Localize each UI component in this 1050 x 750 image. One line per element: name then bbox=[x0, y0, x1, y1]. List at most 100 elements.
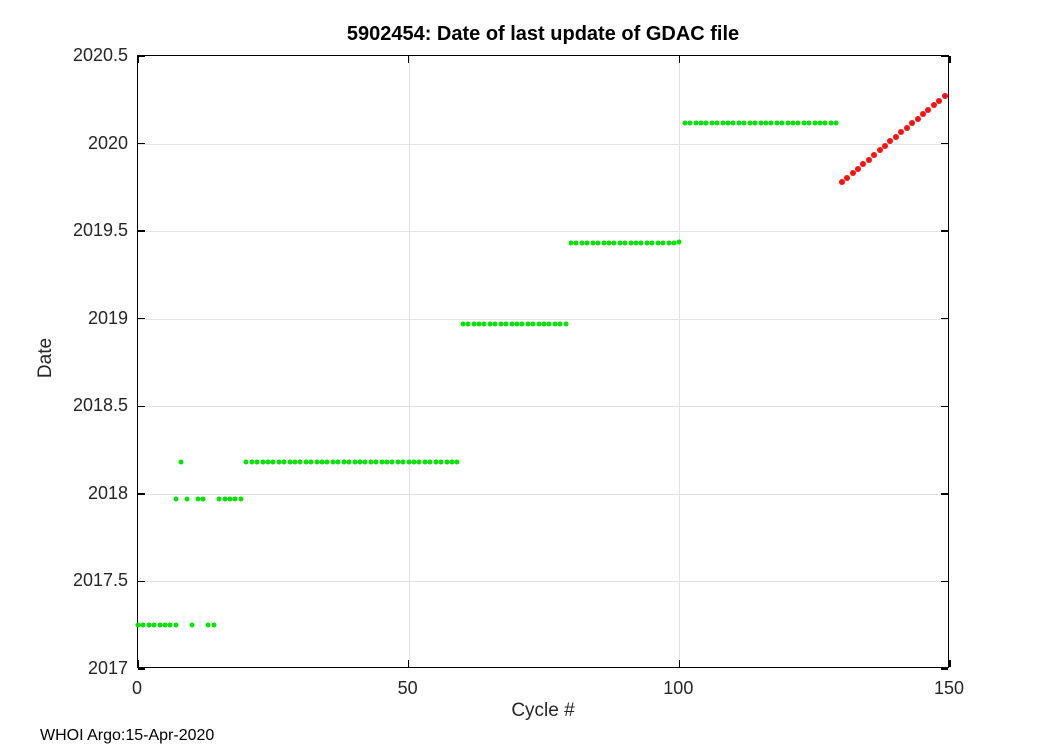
data-point bbox=[395, 459, 401, 465]
data-point bbox=[362, 459, 368, 465]
data-point bbox=[854, 165, 861, 172]
data-point bbox=[638, 240, 644, 246]
data-point bbox=[725, 120, 731, 126]
data-point bbox=[730, 120, 736, 126]
data-point bbox=[373, 459, 379, 465]
data-point bbox=[671, 240, 677, 246]
data-point bbox=[925, 106, 932, 113]
data-point bbox=[779, 120, 785, 126]
data-point bbox=[655, 240, 661, 246]
data-point bbox=[406, 459, 412, 465]
data-point bbox=[606, 240, 612, 246]
x-tick-label: 50 bbox=[397, 678, 418, 698]
y-axis-tick bbox=[138, 142, 145, 145]
data-point bbox=[292, 459, 298, 465]
y-gridline bbox=[138, 231, 948, 233]
data-point bbox=[330, 459, 336, 465]
y-axis-label: Date bbox=[35, 337, 56, 379]
data-point bbox=[822, 120, 828, 126]
y-tick-label: 2019.5 bbox=[72, 220, 128, 241]
y-axis-tick bbox=[138, 405, 145, 408]
data-point bbox=[882, 142, 889, 149]
data-point bbox=[319, 459, 325, 465]
data-point bbox=[806, 120, 812, 126]
data-point bbox=[276, 459, 282, 465]
data-point bbox=[768, 120, 774, 126]
data-point bbox=[914, 115, 921, 122]
data-point bbox=[849, 170, 856, 177]
data-point bbox=[211, 622, 217, 628]
data-point bbox=[676, 239, 682, 245]
data-point bbox=[590, 240, 596, 246]
y-tick-label: 2020 bbox=[87, 132, 128, 153]
data-point bbox=[238, 496, 244, 502]
data-point bbox=[173, 496, 179, 502]
y-axis-tick bbox=[941, 317, 948, 320]
y-axis-tick bbox=[138, 230, 145, 232]
data-point bbox=[763, 120, 769, 126]
x-gridline bbox=[679, 56, 681, 667]
data-point bbox=[389, 459, 395, 465]
y-gridline bbox=[138, 406, 948, 408]
data-point bbox=[243, 459, 249, 465]
data-point bbox=[281, 459, 287, 465]
x-axis-tick bbox=[949, 660, 951, 667]
data-point bbox=[460, 321, 466, 327]
data-point bbox=[795, 120, 801, 126]
data-point bbox=[649, 240, 655, 246]
y-axis-tick bbox=[138, 668, 145, 670]
data-point bbox=[200, 496, 206, 502]
data-point bbox=[260, 459, 265, 465]
data-point bbox=[573, 240, 579, 246]
data-point bbox=[909, 120, 916, 127]
data-point bbox=[341, 459, 347, 465]
data-point bbox=[752, 120, 758, 126]
x-tick-label: 100 bbox=[663, 678, 694, 698]
y-gridline bbox=[138, 581, 948, 583]
data-point bbox=[416, 459, 422, 465]
data-point bbox=[216, 496, 222, 502]
data-point bbox=[552, 321, 558, 327]
y-axis-tick bbox=[941, 405, 948, 408]
data-point bbox=[687, 120, 693, 126]
y-axis-tick bbox=[138, 55, 145, 57]
data-point bbox=[666, 240, 671, 246]
x-axis-tick bbox=[678, 660, 681, 667]
plot-area bbox=[135, 55, 951, 670]
data-point bbox=[838, 179, 845, 186]
data-point bbox=[303, 459, 309, 465]
data-point bbox=[265, 459, 271, 465]
data-point bbox=[563, 321, 569, 327]
y-gridline bbox=[138, 143, 948, 145]
data-point bbox=[941, 93, 948, 100]
y-gridline bbox=[138, 493, 948, 495]
data-point bbox=[195, 496, 201, 502]
data-point bbox=[617, 240, 623, 246]
y-axis-tick bbox=[138, 317, 145, 320]
data-point bbox=[628, 240, 634, 246]
data-point bbox=[471, 321, 477, 327]
data-point bbox=[584, 240, 590, 246]
data-point bbox=[249, 459, 255, 465]
data-point bbox=[227, 496, 233, 502]
data-point bbox=[785, 120, 791, 126]
data-point bbox=[384, 459, 390, 465]
data-point bbox=[438, 459, 444, 465]
y-gridline bbox=[138, 318, 948, 320]
data-point bbox=[741, 120, 747, 126]
data-point bbox=[698, 120, 704, 126]
data-point bbox=[844, 174, 851, 181]
data-point bbox=[833, 120, 839, 126]
x-tick-label: 150 bbox=[933, 678, 965, 698]
data-point bbox=[519, 321, 525, 327]
data-point bbox=[476, 321, 482, 327]
x-axis-tick bbox=[678, 56, 681, 63]
data-point bbox=[720, 120, 726, 126]
x-axis-tick bbox=[949, 56, 951, 63]
x-axis-label: Cycle # bbox=[511, 700, 575, 721]
data-point bbox=[919, 111, 926, 118]
data-point bbox=[887, 138, 894, 145]
data-point bbox=[541, 321, 547, 327]
data-point bbox=[709, 120, 715, 126]
x-axis-tick bbox=[137, 660, 139, 667]
